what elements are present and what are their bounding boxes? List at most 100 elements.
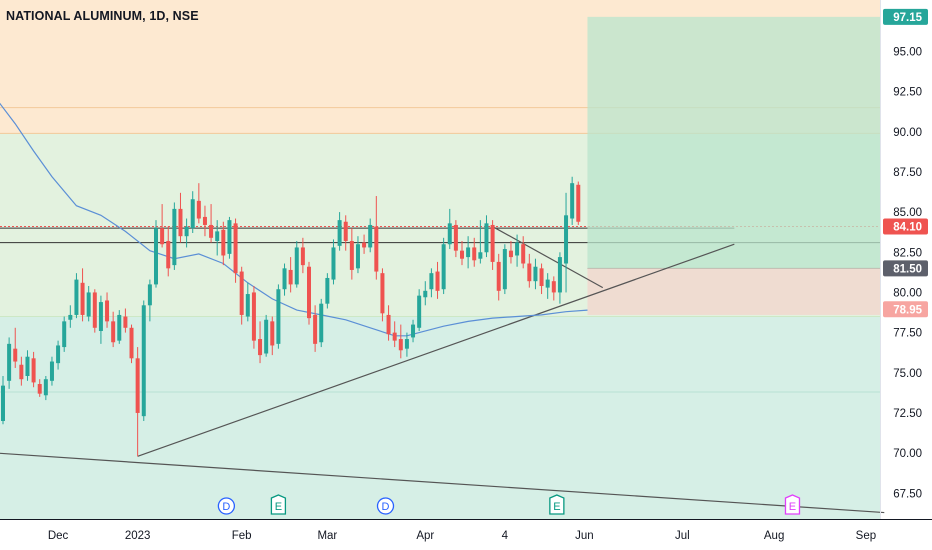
candle-body [429, 273, 434, 290]
x-tick-label: Apr [416, 530, 434, 542]
x-tick-label: Feb [232, 530, 252, 542]
candle-body [300, 247, 305, 266]
trendline-0 [0, 452, 885, 514]
x-tick-label: Jul [675, 530, 690, 542]
price-tag-label: 81.50 [893, 263, 922, 275]
candle-body [564, 215, 569, 264]
dividend-marker [376, 497, 395, 515]
candle-body [25, 356, 30, 376]
event-marker-label: E [553, 501, 560, 513]
moving-average [0, 102, 588, 337]
moving-average-line [0, 102, 588, 337]
y-tick-label: 67.50 [893, 488, 922, 500]
dividend-marker [217, 497, 236, 515]
candle-body [380, 273, 385, 314]
candle-body [484, 223, 489, 253]
candle-body [37, 384, 42, 394]
event-marker-label: E [789, 501, 796, 513]
price-tags: 97.15 84.10 81.50 78.95 [883, 8, 928, 318]
x-tick-label: 4 [502, 530, 509, 542]
event-marker-label: E [275, 501, 282, 513]
y-tick-label: 85.00 [893, 207, 922, 219]
candle-body [478, 252, 483, 259]
candle-body [570, 183, 575, 219]
candle-body [264, 319, 269, 354]
event-marker-label: D [382, 501, 390, 513]
candlestick-series [1, 176, 581, 457]
candle-body [453, 224, 458, 251]
candle-body [441, 244, 446, 290]
target-zone [587, 16, 880, 269]
candle-body [349, 241, 354, 270]
y-tick-label: 80.00 [893, 287, 922, 299]
candle-body [576, 184, 581, 222]
trendline-1 [137, 243, 735, 457]
candle-body [68, 314, 73, 320]
candle-body [56, 345, 61, 364]
candle-body [325, 277, 330, 304]
trendline-2 [492, 226, 604, 289]
candle-body [105, 300, 110, 322]
y-tick-label: 70.00 [893, 448, 922, 460]
x-tick-label: Sep [856, 530, 876, 542]
candle-body [502, 249, 507, 290]
candle-body [129, 327, 134, 359]
candle-body [227, 220, 232, 254]
candle-body [527, 263, 532, 282]
candle-body [13, 348, 18, 362]
candle-body [98, 302, 103, 332]
candle-body [496, 261, 501, 291]
candle-body [435, 271, 440, 291]
candle-body [7, 343, 12, 381]
candle-body [539, 268, 544, 287]
y-tick-label: 90.00 [893, 127, 922, 139]
y-tick-label: 77.50 [893, 328, 922, 340]
candle-body [190, 199, 195, 229]
y-tick-label: 95.00 [893, 46, 922, 58]
x-tick-label: Jun [575, 530, 594, 542]
price-tag [883, 301, 928, 318]
candle-body [355, 244, 360, 269]
x-tick-label: Mar [317, 530, 337, 542]
candle-body [398, 339, 403, 351]
trendlines[interactable] [0, 226, 885, 514]
long-position-tool[interactable] [587, 16, 880, 315]
candle-body [196, 200, 201, 219]
price-tag [883, 8, 928, 25]
candle-body [245, 294, 250, 317]
candle-body [331, 247, 336, 280]
candle-body [117, 314, 122, 341]
event-marker-label: D [222, 501, 230, 513]
candle-body [43, 379, 48, 396]
candle-body [521, 244, 526, 264]
candle-body [460, 250, 464, 259]
earnings-marker [784, 494, 801, 515]
candle-body [49, 361, 54, 381]
x-tick-label: 2023 [125, 530, 151, 542]
y-tick-label: 72.50 [893, 408, 922, 420]
candle-body [141, 305, 146, 417]
candle-body [472, 247, 477, 261]
x-tick-label: Dec [48, 530, 69, 542]
candle-body [533, 266, 538, 282]
candle-body [557, 257, 562, 293]
candle-body [515, 242, 520, 256]
candle-body [135, 358, 140, 413]
candle-body [239, 271, 244, 315]
candle-body [362, 242, 367, 248]
candle-body [447, 223, 452, 245]
candle-body [251, 292, 256, 341]
candle-body [386, 314, 391, 335]
x-tick-label: Aug [764, 530, 784, 542]
candle-body [276, 289, 281, 344]
candle-body [392, 332, 397, 341]
price-tag-label: 84.10 [893, 222, 922, 234]
stop-zone [587, 268, 880, 315]
candle-body [288, 269, 293, 285]
candle-body [166, 241, 171, 269]
candle-body [343, 221, 348, 242]
